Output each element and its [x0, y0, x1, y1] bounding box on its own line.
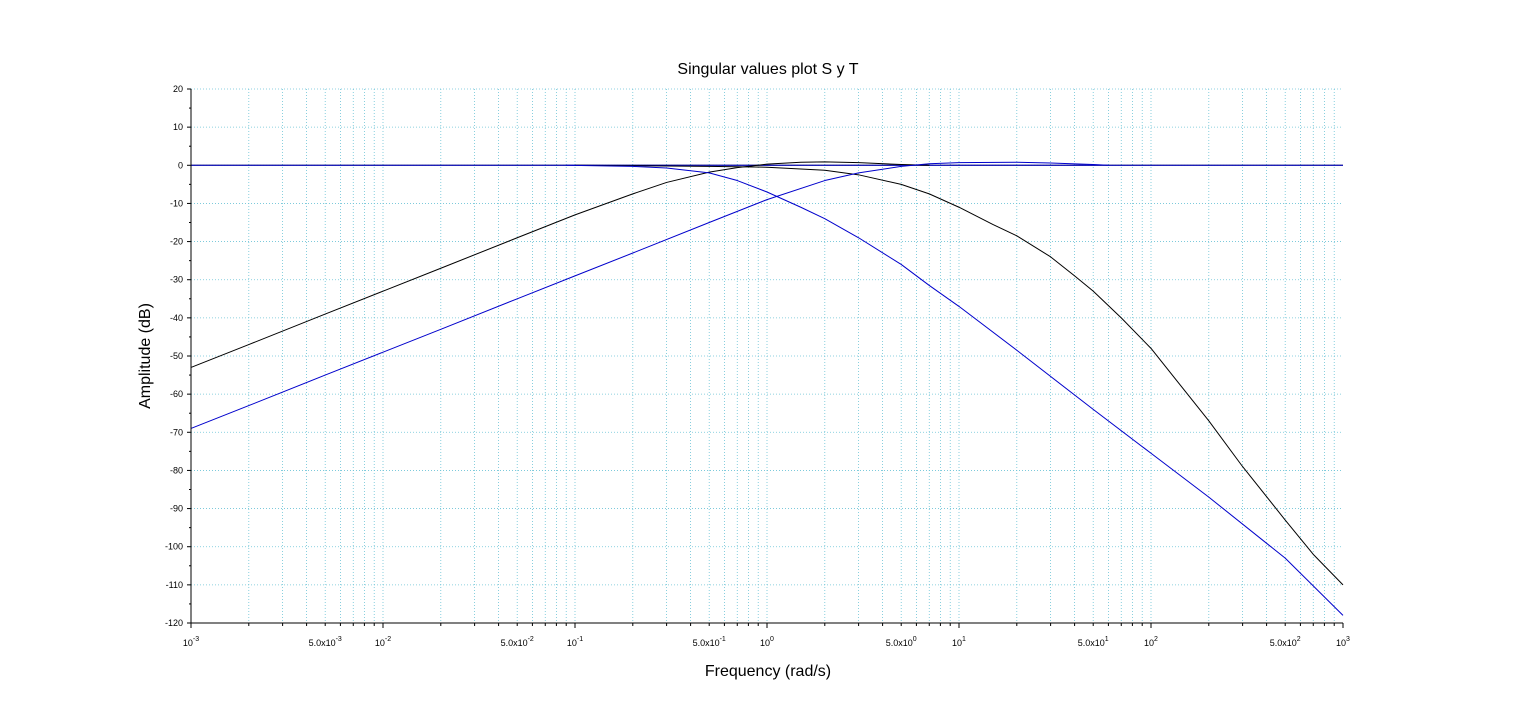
x-tick-label: 5.0x102: [1270, 636, 1301, 648]
y-tick-label: 0: [178, 160, 183, 170]
series-line-6: [566, 164, 1344, 616]
y-tick-label: 20: [173, 84, 183, 94]
y-tick-label: -90: [170, 504, 183, 514]
y-tick-label: 10: [173, 122, 183, 132]
y-tick-label: -100: [165, 542, 183, 552]
series-line-4: [574, 164, 1344, 586]
grid: [190, 88, 1343, 624]
y-tick-label: -20: [170, 237, 183, 247]
x-tick-label: 102: [1144, 636, 1158, 648]
x-tick-label: 10-1: [567, 636, 583, 648]
axes: [187, 88, 1344, 628]
x-tick-label: 100: [760, 636, 774, 648]
series-line-3: [190, 161, 930, 368]
x-tick-label: 5.0x10-1: [693, 636, 726, 648]
x-tick-label: 5.0x10-2: [501, 636, 534, 648]
y-tick-label: -120: [165, 618, 183, 628]
series-group: [190, 161, 1344, 616]
x-tick-label: 103: [1336, 636, 1350, 648]
y-tick-label: -40: [170, 313, 183, 323]
y-axis-label: Amplitude (dB): [137, 303, 154, 409]
x-tick-label: 10-3: [183, 636, 199, 648]
y-tick-label: -80: [170, 465, 183, 475]
y-tick-label: -70: [170, 427, 183, 437]
y-tick-label: -10: [170, 198, 183, 208]
y-tick-label: -50: [170, 351, 183, 361]
x-tick-label: 5.0x10-3: [309, 636, 342, 648]
y-tick-label: -110: [166, 580, 183, 590]
tick-labels: 20100-10-20-30-40-50-60-70-80-90-100-110…: [165, 84, 1350, 648]
y-tick-label: -30: [170, 275, 183, 285]
x-tick-label: 5.0x100: [886, 636, 917, 648]
y-tick-label: -60: [170, 389, 183, 399]
x-tick-label: 10-2: [375, 636, 391, 648]
x-axis-label: Frequency (rad/s): [705, 663, 831, 680]
series-line-5: [190, 161, 1109, 429]
x-tick-label: 5.0x101: [1078, 636, 1109, 648]
chart-title: Singular values plot S y T: [677, 61, 858, 78]
x-tick-label: 101: [952, 636, 966, 648]
